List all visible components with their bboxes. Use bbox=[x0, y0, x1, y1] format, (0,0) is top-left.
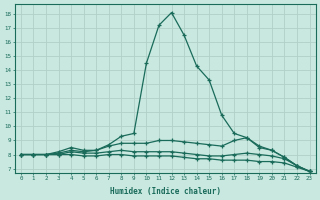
X-axis label: Humidex (Indice chaleur): Humidex (Indice chaleur) bbox=[110, 187, 221, 196]
